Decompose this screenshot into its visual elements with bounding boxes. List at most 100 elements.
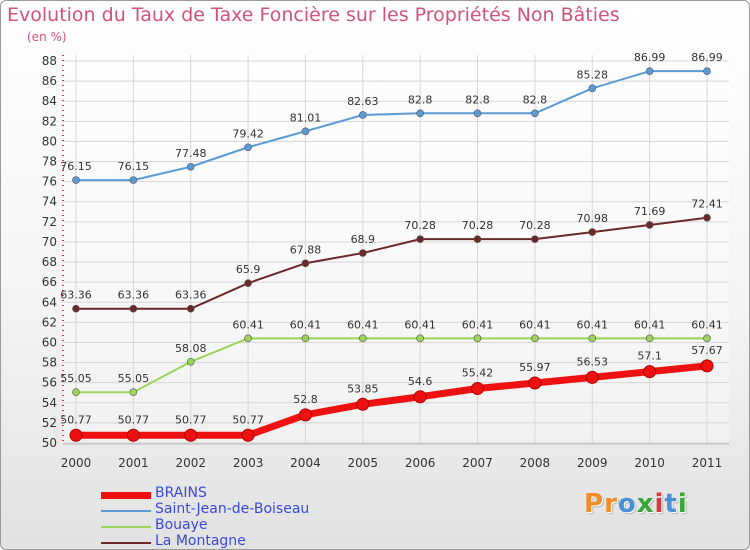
data-point-bouaye [703, 334, 711, 343]
series-line-la-montagne [75, 216, 708, 310]
logo-letter: x [636, 489, 655, 519]
x-tick-label: 2001 [118, 456, 149, 470]
chart-title: Evolution du Taux de Taxe Foncière sur l… [7, 4, 620, 26]
data-point-brains [298, 408, 312, 422]
data-point-bouaye [186, 357, 195, 366]
data-point-bouaye [588, 334, 597, 343]
data-label-saint-jean-de-boiseau: 85.28 [577, 68, 609, 81]
data-point-bouaye [473, 334, 482, 343]
data-label-saint-jean-de-boiseau: 82.63 [347, 95, 379, 108]
data-point-brains [413, 390, 427, 404]
data-label-bouaye: 60.41 [404, 318, 436, 331]
y-tick-label: 66 [42, 275, 57, 289]
proxiti-logo: Proxiti [584, 489, 688, 519]
logo-letter: r [604, 489, 618, 519]
data-point-brains [700, 359, 714, 373]
data-point-la-montagne [244, 279, 252, 287]
logo-letter: i [654, 489, 665, 519]
y-tick-label: 58 [42, 356, 57, 370]
y-tick-label: 64 [42, 295, 57, 309]
y-tick-label: 82 [42, 114, 57, 128]
data-point-brains [184, 428, 198, 442]
data-point-saint-jean-de-boiseau [416, 109, 424, 118]
data-point-bouaye [359, 334, 367, 343]
data-point-saint-jean-de-boiseau [244, 143, 252, 152]
x-tick-label: 2002 [175, 456, 206, 470]
data-label-bouaye: 58.08 [175, 342, 207, 355]
data-point-brains [643, 365, 657, 379]
data-point-la-montagne [186, 304, 195, 313]
legend: BRAINS Saint-Jean-de-Boiseau Bouaye La Mont… [101, 485, 361, 549]
y-tick-label: 70 [42, 235, 57, 249]
data-point-brains [585, 370, 599, 384]
x-tick-label: 2009 [577, 456, 608, 470]
y-unit-label: (en %) [27, 30, 67, 44]
series-line-brains [72, 362, 711, 439]
data-point-saint-jean-de-boiseau [588, 84, 597, 93]
logo-letter: P [584, 489, 605, 519]
data-point-bouaye [416, 334, 424, 343]
y-tick-label: 68 [42, 255, 57, 269]
data-point-saint-jean-de-boiseau [473, 109, 482, 118]
legend-item: Bouaye [101, 517, 361, 535]
data-label-la-montagne: 70.98 [577, 212, 609, 225]
data-label-saint-jean-de-boiseau: 86.99 [634, 51, 666, 64]
legend-swatch [101, 526, 151, 528]
data-point-brains [241, 428, 255, 442]
data-label-saint-jean-de-boiseau: 76.15 [60, 160, 92, 173]
data-label-la-montagne: 65.9 [236, 263, 261, 276]
data-label-brains: 55.42 [462, 367, 494, 380]
data-label-la-montagne: 71.69 [634, 205, 666, 218]
data-point-bouaye [129, 388, 138, 397]
data-label-bouaye: 60.41 [519, 318, 551, 331]
data-point-la-montagne [359, 249, 367, 257]
data-point-saint-jean-de-boiseau [703, 67, 711, 75]
data-label-brains: 57.67 [691, 344, 723, 357]
legend-label: La Montagne [155, 533, 246, 549]
data-point-saint-jean-de-boiseau [645, 67, 654, 75]
x-tick-label: 2000 [61, 456, 92, 470]
data-label-bouaye: 55.05 [60, 372, 92, 385]
x-tick-label: 2003 [233, 456, 264, 470]
y-tick-label: 72 [42, 215, 57, 229]
y-tick-label: 50 [42, 436, 57, 450]
legend-swatch [101, 510, 151, 512]
data-point-la-montagne [645, 221, 654, 229]
data-point-brains [528, 376, 542, 390]
data-point-bouaye [531, 334, 539, 343]
logo-letter: t [664, 489, 678, 519]
data-point-bouaye [645, 334, 654, 343]
data-label-brains: 50.77 [60, 413, 92, 426]
data-label-saint-jean-de-boiseau: 86.99 [691, 51, 723, 64]
data-point-la-montagne [129, 304, 138, 313]
data-label-saint-jean-de-boiseau: 82.8 [465, 93, 490, 106]
data-point-brains [126, 428, 140, 442]
x-tick-label: 2011 [692, 456, 723, 470]
x-tick-label: 2004 [290, 456, 321, 470]
data-label-la-montagne: 63.36 [118, 289, 150, 302]
data-label-la-montagne: 70.28 [404, 219, 436, 232]
series-line-bouaye [75, 337, 708, 394]
data-label-la-montagne: 68.9 [351, 233, 376, 246]
data-label-bouaye: 60.41 [634, 318, 666, 331]
data-label-bouaye: 60.41 [462, 318, 494, 331]
logo-letter: o [617, 489, 637, 519]
y-tick-label: 88 [42, 54, 57, 68]
y-tick-label: 60 [42, 335, 57, 349]
data-point-saint-jean-de-boiseau [359, 111, 367, 119]
x-tick-label: 2007 [462, 456, 493, 470]
data-point-saint-jean-de-boiseau [301, 127, 310, 136]
y-tick-label: 76 [42, 175, 57, 189]
data-label-bouaye: 60.41 [347, 318, 379, 331]
data-label-brains: 50.77 [175, 413, 207, 426]
data-point-saint-jean-de-boiseau [129, 176, 138, 184]
legend-label: Bouaye [155, 517, 208, 533]
data-label-brains: 50.77 [232, 413, 264, 426]
legend-item: BRAINS [101, 485, 361, 503]
y-tick-label: 62 [42, 315, 57, 329]
y-tick-label: 74 [42, 195, 57, 209]
data-point-la-montagne [301, 259, 310, 268]
data-label-brains: 53.85 [347, 382, 379, 395]
